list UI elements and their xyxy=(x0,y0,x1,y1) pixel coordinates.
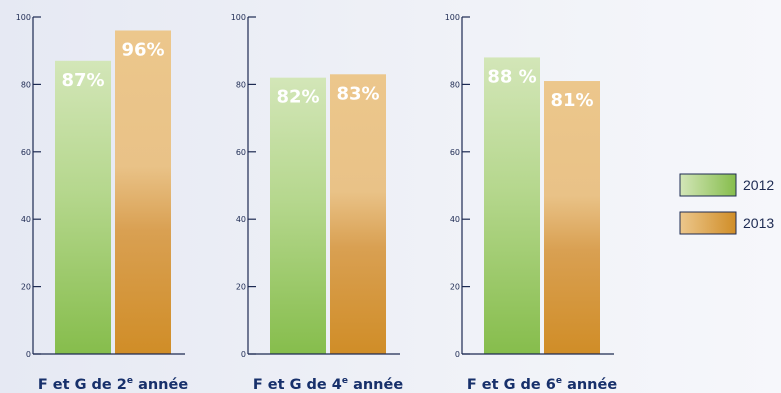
y-tick-label: 80 xyxy=(21,80,31,89)
value-label-2013-1: 96% xyxy=(121,39,164,60)
bar-2012-1 xyxy=(55,60,111,355)
bar-2012-2 xyxy=(270,77,326,354)
category-label-1: F et G de 2e année xyxy=(38,376,189,393)
value-label-2013-2: 83% xyxy=(336,83,379,104)
y-tick-label: 100 xyxy=(231,13,246,22)
y-tick-label: 20 xyxy=(450,283,460,292)
bar-2013-3 xyxy=(544,81,600,354)
bar-2013-2 xyxy=(330,74,386,354)
bar-2012-3 xyxy=(484,57,540,354)
y-tick-label: 80 xyxy=(450,80,460,89)
y-tick-label: 60 xyxy=(236,148,246,157)
y-tick-label: 60 xyxy=(450,148,460,157)
y-tick-label: 100 xyxy=(445,13,460,22)
chart-panel-3: 88 % 81% 0 20 40 60 80 100 F et G de 6e année xyxy=(445,13,618,393)
value-label-2013-3: 81% xyxy=(550,90,593,111)
bar-2013-1 xyxy=(115,30,171,354)
chart-panel-1: 87% 96% 0 20 40 60 80 100 F et G de 2e année xyxy=(16,13,189,393)
y-tick-label: 40 xyxy=(21,215,31,224)
value-label-2012-3: 88 % xyxy=(487,66,536,87)
y-tick-label: 40 xyxy=(236,215,246,224)
y-tick-label: 0 xyxy=(241,350,246,359)
legend: 2012 2013 xyxy=(679,173,774,235)
legend-label-2013: 2013 xyxy=(743,215,774,231)
legend-label-2012: 2012 xyxy=(743,177,774,193)
y-tick-label: 0 xyxy=(26,350,31,359)
legend-swatch-2012 xyxy=(679,173,737,197)
value-label-2012-2: 82% xyxy=(276,87,319,108)
chart-panel-2: 82% 83% 0 20 40 60 80 100 F et G de 4e année xyxy=(231,13,404,393)
category-label-3: F et G de 6e année xyxy=(467,376,618,393)
y-tick-label: 0 xyxy=(455,350,460,359)
category-label-2: F et G de 4e année xyxy=(253,376,404,393)
legend-swatch-2013 xyxy=(679,211,737,235)
y-tick-label: 80 xyxy=(236,80,246,89)
y-tick-label: 60 xyxy=(21,148,31,157)
y-tick-label: 40 xyxy=(450,215,460,224)
value-label-2012-1: 87% xyxy=(61,70,104,91)
y-tick-label: 20 xyxy=(236,283,246,292)
y-tick-label: 20 xyxy=(21,283,31,292)
y-tick-label: 100 xyxy=(16,13,31,22)
